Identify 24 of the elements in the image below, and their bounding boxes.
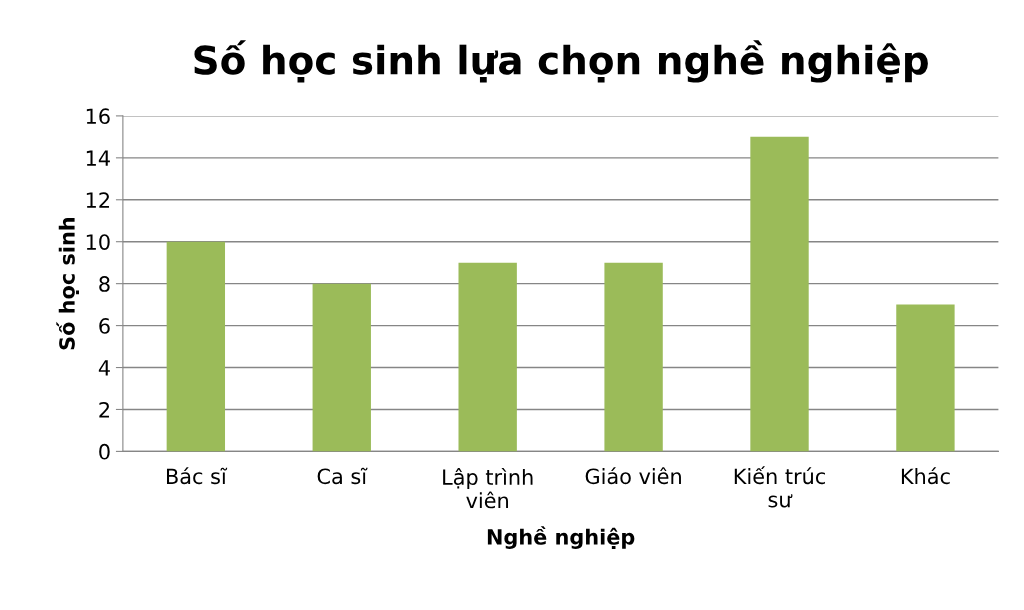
chart-title: Số học sinh lựa chọn nghề nghiệp (194, 40, 928, 83)
y-tick-label: 6 (99, 318, 110, 334)
bar (312, 283, 371, 452)
y-tick-label: 10 (86, 234, 110, 250)
y-tick-label: 14 (86, 150, 110, 166)
y-tick-label: 0 (99, 443, 110, 460)
x-tick-label: Ca sĩ (317, 467, 368, 485)
x-tick-label: Khác (901, 467, 950, 485)
x-tick-label: Lập trình viên (443, 468, 533, 509)
x-tick-label: Kiến trúc sư (734, 466, 825, 508)
x-axis-title: Nghề nghiệp (487, 526, 635, 550)
y-tick-label: 16 (86, 108, 110, 125)
y-tick-label: 2 (99, 401, 109, 418)
x-tick-label: Giáo viên (585, 467, 681, 485)
y-tick-label: 4 (98, 360, 110, 376)
bar (750, 136, 809, 452)
x-tick-label: Bác sĩ (167, 467, 228, 485)
bar (458, 262, 517, 452)
bar (896, 304, 955, 452)
bar (604, 262, 663, 452)
y-tick-label: 12 (86, 192, 109, 208)
y-tick-label: 8 (99, 276, 110, 292)
bar (166, 241, 226, 452)
y-axis-title: Số học sinh (56, 218, 80, 350)
